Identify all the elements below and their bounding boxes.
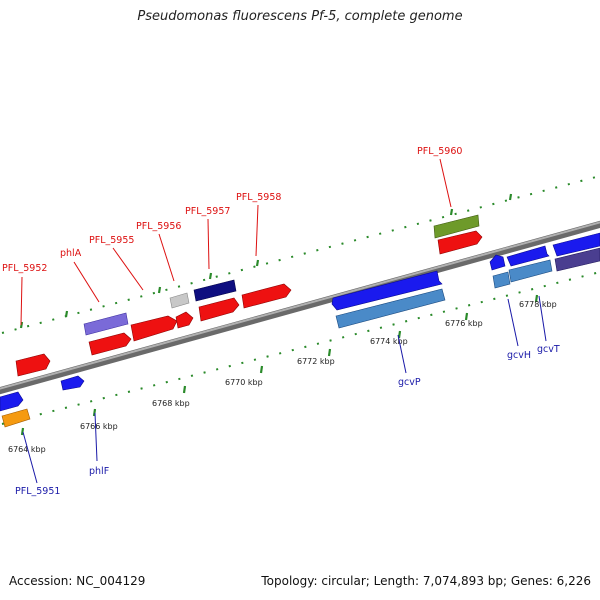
gene-feature-outer-gray: [169, 292, 190, 309]
tick-label-6766: 6766 kbp: [80, 422, 118, 431]
leader-line-gcvt: [538, 295, 547, 342]
tick-label-6778: 6778 kbp: [519, 300, 557, 309]
major-tick: [259, 365, 264, 374]
gene-feature-outer-olive: [433, 214, 480, 239]
gene-feature-outer-blue: [60, 375, 85, 391]
leader-line-gcvp: [397, 334, 407, 374]
major-tick: [508, 193, 513, 201]
tick-label-6768: 6768 kbp: [152, 399, 190, 408]
tick-label-6774: 6774 kbp: [370, 337, 408, 346]
major-tick: [534, 294, 539, 303]
chromosome-backbone-highlight: [0, 221, 600, 390]
tick-label-6770: 6770 kbp: [225, 378, 263, 387]
genome-summary-text: Topology: circular; Length: 7,074,893 bp…: [261, 574, 591, 588]
accession-text: Accession: NC_004129: [9, 574, 146, 588]
gene-label-gcvh: gcvH: [507, 350, 531, 361]
leader-line-pfl-5960: [439, 158, 452, 208]
major-tick: [255, 259, 260, 267]
major-tick: [92, 408, 97, 417]
gene-label-pfl-5955: PFL_5955: [89, 235, 134, 246]
chromosome-backbone: [0, 220, 600, 395]
major-tick: [327, 348, 332, 357]
gene-label-gcvt: gcvT: [537, 344, 560, 355]
leader-line-pfl-5955: [112, 247, 144, 291]
major-tick: [20, 427, 25, 436]
major-tick: [464, 312, 469, 321]
gene-feature-steelblue: [492, 271, 511, 289]
leader-line-pfl-5957: [207, 218, 210, 270]
gene-label-phlf: phlF: [89, 466, 109, 477]
leader-line-phla: [73, 261, 100, 303]
leader-line-gcvh: [507, 298, 519, 347]
label-leader-lines: [20, 158, 547, 484]
gene-label-pfl-5960: PFL_5960: [417, 146, 462, 157]
leader-line-pfl-5956: [158, 233, 175, 282]
major-tick: [64, 310, 69, 318]
gene-feature-red: [88, 332, 132, 356]
gene-features: [0, 214, 600, 428]
leader-line-pfl-5958: [255, 204, 259, 257]
gene-label-pfl-5958: PFL_5958: [236, 192, 281, 203]
gene-feature-red: [175, 311, 194, 329]
gene-label-pfl-5956: PFL_5956: [136, 221, 181, 232]
gene-feature-steelblue: [508, 259, 553, 283]
gene-feature-outer-blue: [552, 232, 600, 257]
gene-feature-outer-blue: [506, 245, 550, 267]
tick-label-6776: 6776 kbp: [445, 319, 483, 328]
major-tick: [208, 272, 213, 280]
major-tick: [397, 330, 402, 339]
leader-line-phlf: [94, 412, 98, 462]
leader-line-pfl-5951: [22, 431, 38, 484]
leader-line-pfl-5952: [20, 276, 23, 326]
gene-feature-outer-blue: [489, 254, 506, 271]
coordinate-labels: 6764 kbp 6766 kbp 6768 kbp 6770 kbp 6772…: [8, 300, 557, 454]
tick-label-6772: 6772 kbp: [297, 357, 335, 366]
tick-label-6764: 6764 kbp: [8, 445, 46, 454]
gene-feature-red: [198, 297, 240, 322]
major-tick: [182, 385, 187, 394]
gene-label-pfl-5957: PFL_5957: [185, 206, 230, 217]
gene-feature-outer-slate: [83, 312, 129, 336]
gene-feature-red: [241, 283, 292, 309]
gene-feature-red: [437, 230, 483, 255]
gene-labels: PFL_5952 phlA PFL_5955 PFL_5956 PFL_5957…: [2, 146, 560, 497]
gene-feature-orange: [1, 408, 31, 428]
gene-feature-steelblue: [335, 288, 446, 329]
map-title: Pseudomonas fluorescens Pf-5, complete g…: [137, 9, 463, 24]
gene-label-pfl-5951: PFL_5951: [15, 486, 60, 497]
gene-feature-outer-navy: [193, 279, 237, 302]
gene-label-phla: phlA: [60, 248, 82, 259]
gene-feature-red: [130, 315, 178, 342]
gene-label-gcvp: gcvP: [398, 377, 421, 388]
gene-feature-outer-blue: [0, 391, 24, 412]
major-tick-marks: [19, 193, 539, 436]
gene-feature-darkslate: [554, 247, 600, 272]
gene-label-pfl-5952: PFL_5952: [2, 263, 47, 274]
major-tick: [157, 286, 162, 294]
major-tick: [449, 208, 454, 216]
gene-feature-outer-blue: [331, 270, 443, 311]
gene-feature-red: [15, 353, 51, 377]
